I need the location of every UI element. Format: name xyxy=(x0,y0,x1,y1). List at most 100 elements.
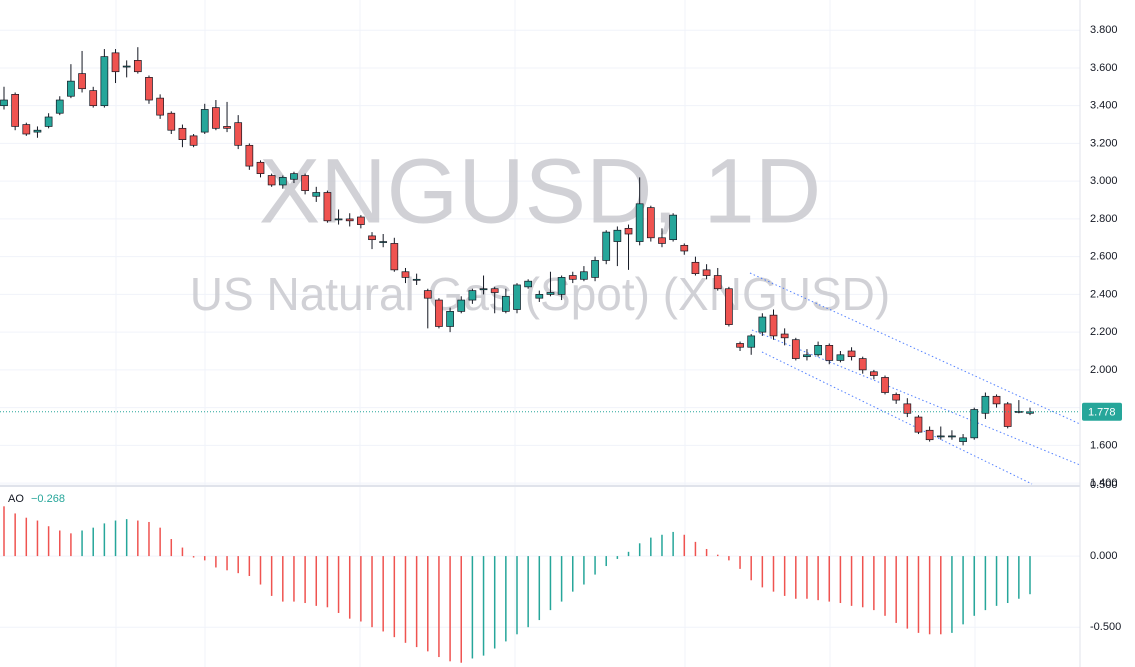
ao-bar xyxy=(728,556,730,561)
candle-body xyxy=(936,435,945,438)
ao-bar xyxy=(125,519,128,557)
ao-bar xyxy=(705,548,708,557)
ao-bar xyxy=(427,556,429,652)
ao-bar xyxy=(861,556,864,608)
candle-body xyxy=(234,122,243,146)
ao-bar xyxy=(527,556,529,628)
ao-bar xyxy=(293,556,295,602)
ao-bar xyxy=(672,531,674,557)
candle-body xyxy=(245,144,254,167)
candle-body xyxy=(836,354,845,361)
ao-bar xyxy=(761,556,764,588)
ao-bar xyxy=(572,556,574,592)
ao-bar xyxy=(951,556,953,633)
candle-body xyxy=(658,237,666,244)
ao-bar xyxy=(594,556,596,575)
candle-body xyxy=(691,261,700,274)
candle-body xyxy=(223,126,231,129)
candle-body xyxy=(669,214,677,241)
candle-body xyxy=(613,229,622,242)
ao-bar xyxy=(170,539,173,557)
candle-body xyxy=(535,294,544,299)
ao-bar xyxy=(549,556,552,611)
candle-body xyxy=(1014,411,1023,413)
ao-bar xyxy=(650,537,652,557)
candle-body xyxy=(323,192,332,222)
ao-bar xyxy=(638,543,641,557)
candle-body xyxy=(791,339,800,359)
ao-bar xyxy=(783,556,786,596)
ao-bar xyxy=(694,541,697,557)
candle-body xyxy=(524,280,533,288)
candle-body xyxy=(602,231,611,261)
ao-bar xyxy=(1018,556,1020,599)
candle-body xyxy=(624,227,633,235)
ao-bar xyxy=(103,523,106,557)
candle-body xyxy=(713,275,722,290)
ao-bar xyxy=(605,556,607,567)
watermark-title: XNGUSD, 1D xyxy=(259,140,821,242)
candle-body xyxy=(948,435,956,438)
candle-body xyxy=(0,99,8,107)
candle-body xyxy=(568,275,577,280)
candle-body xyxy=(423,290,432,299)
ao-bar xyxy=(828,556,831,602)
ao-bar xyxy=(360,556,362,622)
ao-bar xyxy=(226,556,228,571)
y-tick-label: 1.400 xyxy=(1090,477,1118,489)
candle-body xyxy=(446,311,454,327)
ao-bar xyxy=(940,556,942,635)
candle-body xyxy=(858,358,867,371)
vertical-grid xyxy=(115,0,976,667)
ao-bar xyxy=(237,556,239,574)
candle-body xyxy=(379,241,388,243)
ao-bar xyxy=(47,526,50,557)
grid xyxy=(0,29,1080,628)
candle-body xyxy=(334,218,343,221)
candle-body xyxy=(357,216,365,225)
last-price-label: 1.778 xyxy=(1088,407,1116,419)
ao-bar xyxy=(560,556,563,602)
ao-bar xyxy=(962,556,964,625)
ao-bar xyxy=(14,513,16,557)
candle-body xyxy=(803,354,811,358)
candle-body xyxy=(870,371,878,376)
ao-bar xyxy=(393,556,396,638)
ao-bar xyxy=(884,556,886,616)
candle-body xyxy=(825,345,834,361)
ao-bar xyxy=(1006,556,1009,604)
ao-bar xyxy=(449,556,451,662)
candle-body xyxy=(513,284,521,310)
ao-bar xyxy=(917,556,920,633)
candle-body xyxy=(468,290,477,301)
y-tick-label: 3.800 xyxy=(1090,24,1118,36)
ao-bar xyxy=(192,556,195,558)
y-tick-label: 2.000 xyxy=(1090,364,1118,376)
marks xyxy=(0,47,1080,663)
candle-body xyxy=(33,129,42,133)
candle-body xyxy=(22,124,31,135)
ao-bar xyxy=(616,556,619,559)
y-tick-label: 0.000 xyxy=(1090,550,1118,562)
candle-body xyxy=(925,429,934,441)
candle-body xyxy=(914,416,923,433)
ao-bar xyxy=(371,556,373,628)
ao-bar xyxy=(739,556,741,569)
channel-line xyxy=(751,329,1081,466)
candle-body xyxy=(78,73,86,90)
ao-bar xyxy=(203,556,206,561)
candle-body xyxy=(256,161,265,174)
ao-bar xyxy=(471,556,474,659)
candle-body xyxy=(758,316,767,333)
ao-bar xyxy=(348,556,351,619)
ao-bar xyxy=(1029,556,1031,595)
indicator-name: AO xyxy=(8,493,24,505)
candle-body xyxy=(490,288,499,293)
candle-body xyxy=(702,269,711,276)
ao-bar xyxy=(3,506,5,557)
candle-body xyxy=(970,409,979,439)
candle-body xyxy=(646,207,655,239)
ao-bar xyxy=(59,530,61,557)
ao-bar xyxy=(839,556,842,604)
